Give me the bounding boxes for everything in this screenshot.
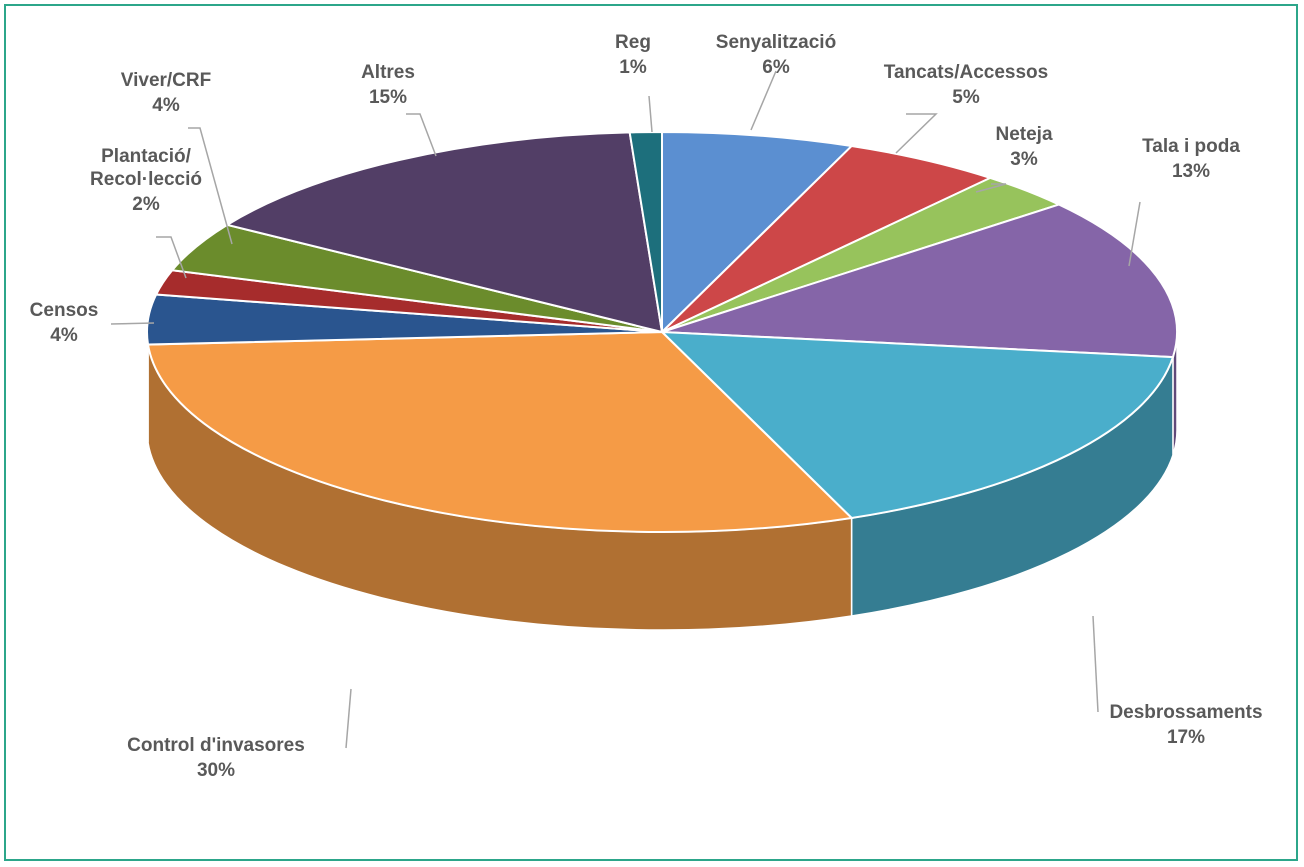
slice-label-censos: Censos xyxy=(30,300,99,321)
data-label-senyalitzacio: Senyalització 6% xyxy=(716,32,836,78)
slice-label-plantacio-recol-leccio: Plantació/ xyxy=(101,146,191,167)
leader-line-reg xyxy=(648,95,653,133)
slice-tala-i-poda xyxy=(661,203,1178,359)
data-label-plantacio-recol-leccio: Plantació/Recol·lecció 2% xyxy=(90,146,202,215)
leader-line-desbrossaments xyxy=(1092,615,1099,713)
data-label-tancats-accessos: Tancats/Accessos 5% xyxy=(884,62,1048,108)
slice-label-control-d-invasores: Control d'invasores xyxy=(127,735,305,756)
leader-line-plantacio-recol-leccio xyxy=(156,236,187,279)
leader-line-neteja xyxy=(975,183,1007,193)
slice-label-tancats-accessos: Tancats/Accessos xyxy=(884,62,1048,83)
data-label-reg: Reg 1% xyxy=(615,32,651,78)
slice-value-tancats-accessos: 5% xyxy=(952,87,980,108)
data-label-control-d-invasores: Control d'invasores 30% xyxy=(127,735,305,781)
chart-frame: Senyalització 6% Tancats/Accessos 5% Neteja 3… xyxy=(4,4,1298,861)
slice-label-senyalitzacio: Senyalització xyxy=(716,32,836,53)
slice-control-d-invasores xyxy=(146,330,854,533)
leader-line-viver-crf xyxy=(188,127,233,245)
leader-line-control-d-invasores xyxy=(345,688,352,749)
leader-line-censos xyxy=(110,322,155,325)
pie-chart: Senyalització 6% Tancats/Accessos 5% Neteja 3… xyxy=(30,32,1263,781)
slice-label-altres: Altres xyxy=(361,62,415,83)
slice-value-plantacio-recol-leccio: 2% xyxy=(132,194,160,215)
data-labels: Senyalització 6% Tancats/Accessos 5% Neteja 3… xyxy=(30,32,1263,781)
slice-label-neteja: Neteja xyxy=(995,124,1052,145)
slice-senyalitzacio xyxy=(661,130,854,335)
data-label-neteja: Neteja 3% xyxy=(995,124,1052,170)
slice-label-reg: Reg xyxy=(615,32,651,53)
slice-desbrossaments xyxy=(659,330,1175,520)
slice-label-desbrossaments: Desbrossaments xyxy=(1109,702,1262,723)
slice-value-tala-i-poda: 13% xyxy=(1172,161,1210,182)
slice-reg xyxy=(628,130,663,333)
data-label-altres: Altres 15% xyxy=(361,62,415,108)
slice-value-control-d-invasores: 30% xyxy=(197,760,235,781)
data-label-censos: Censos 4% xyxy=(30,300,99,346)
slice-altres xyxy=(224,131,664,334)
slice-value-neteja: 3% xyxy=(1010,149,1038,170)
leader-line-tancats-accessos xyxy=(895,113,938,154)
slice-value-censos: 4% xyxy=(50,325,78,346)
leader-line-tala-i-poda xyxy=(1128,201,1141,267)
slice-label-viver-crf: Viver/CRF xyxy=(121,70,211,91)
slice-value-senyalitzacio: 6% xyxy=(762,57,790,78)
leader-line-altres xyxy=(406,113,437,157)
data-label-desbrossaments: Desbrossaments 17% xyxy=(1109,702,1262,748)
slice-label-plantacio-recol-leccio-1: Recol·lecció xyxy=(90,169,202,190)
slice-label-tala-i-poda: Tala i poda xyxy=(1142,136,1240,157)
slice-value-viver-crf: 4% xyxy=(152,95,180,116)
slice-value-desbrossaments: 17% xyxy=(1167,727,1205,748)
slice-tancats-accessos xyxy=(661,144,993,333)
data-label-viver-crf: Viver/CRF 4% xyxy=(121,70,211,116)
pie-slices xyxy=(146,130,1178,533)
data-label-tala-i-poda: Tala i poda 13% xyxy=(1142,136,1240,182)
slice-value-reg: 1% xyxy=(619,57,647,78)
slice-value-altres: 15% xyxy=(369,87,407,108)
leader-line-senyalitzacio xyxy=(750,70,777,131)
